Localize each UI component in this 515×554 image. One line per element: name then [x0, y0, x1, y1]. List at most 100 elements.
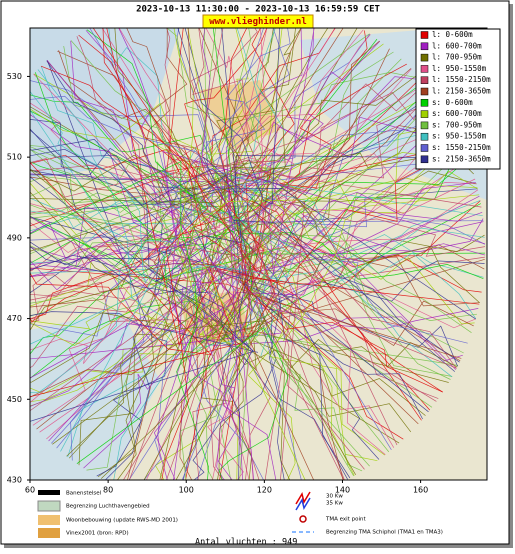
- flight-track: [76, 327, 289, 480]
- kw30-icon: [295, 491, 311, 505]
- flight-track: [199, 99, 438, 343]
- x-tick-label: 80: [103, 486, 113, 495]
- map-legend-label: TMA exit point: [325, 517, 366, 523]
- map-legend-label: Begrenzing TMA Schiphol (TMA1 en TMA3): [326, 530, 443, 536]
- flight-track: [184, 28, 277, 480]
- y-tick-label: 490: [7, 233, 22, 242]
- flight-track: [30, 154, 290, 252]
- flight-track: [70, 40, 186, 255]
- flight-track: [118, 28, 179, 300]
- legend: l: 0-600m l: 600-700m l: 700-950m l: 950-15…: [415, 28, 501, 170]
- flight-track: [209, 28, 249, 207]
- built-up: [200, 80, 280, 150]
- flight-track: [30, 90, 146, 282]
- flight-track: [30, 246, 187, 291]
- flight-track: [146, 28, 295, 480]
- map-legend-label: Vinex2001 (bron: RPD): [66, 531, 129, 537]
- flight-track: [227, 116, 453, 480]
- flight-track: [219, 174, 483, 319]
- legend-swatch: [420, 42, 429, 51]
- legend-swatch: [420, 155, 429, 164]
- flight-track: [30, 28, 216, 308]
- flight-track: [30, 191, 180, 445]
- flight-track: [181, 142, 481, 361]
- flight-track: [294, 195, 480, 304]
- site: www.vlieghinder.nl: [209, 16, 307, 27]
- x-tick-label: 140: [335, 486, 350, 495]
- flight-track: [243, 186, 453, 378]
- flight-track: [89, 28, 207, 223]
- flight-track: [30, 300, 187, 469]
- vinex-icon: [38, 528, 60, 538]
- flight-track: [228, 281, 254, 480]
- flight-track: [196, 200, 481, 349]
- flight-track: [247, 92, 433, 480]
- flight-track: [30, 263, 315, 480]
- map-area: [30, 28, 487, 480]
- flight-count: Antal vluchten : 949: [195, 538, 297, 548]
- map-legend-label: Begrenzing Luchthavengebied: [66, 504, 150, 510]
- flight-track: [48, 191, 483, 442]
- flight-track: [217, 234, 453, 377]
- flight-track: [30, 94, 223, 190]
- flight-track: [30, 95, 257, 183]
- flight-track: [207, 330, 277, 480]
- x-tick-label: 120: [257, 486, 272, 495]
- flight-track: [30, 201, 306, 480]
- flight-track: [243, 277, 480, 393]
- runway-icon: [38, 490, 60, 495]
- flight-track: [30, 113, 243, 332]
- flight-track: [30, 227, 485, 345]
- legend-label: l: 950-1550m: [432, 64, 487, 73]
- kw35-icon: [295, 497, 311, 511]
- flight-track: [30, 73, 191, 236]
- flight-track: [86, 291, 175, 471]
- x-tick-label: 60: [25, 486, 35, 495]
- legend-swatch: [420, 87, 429, 96]
- legend-swatch: [420, 121, 429, 130]
- flight-track: [30, 216, 236, 480]
- map-legend-label: Banenstelsel: [66, 491, 102, 497]
- legend-swatch: [420, 65, 429, 73]
- map-legend-label: 35 Kw: [326, 501, 343, 507]
- flight-track: [30, 316, 164, 440]
- flight-track: [116, 183, 215, 480]
- flight-track: [106, 28, 464, 346]
- flight-track: [185, 28, 248, 480]
- flight-track: [30, 241, 208, 293]
- legend-swatch: [420, 110, 429, 118]
- y-tick-label: 510: [7, 153, 22, 162]
- legend-swatch: [420, 76, 429, 84]
- flight-track: [234, 28, 287, 300]
- legend-label: l: 1550-2150m: [432, 75, 491, 84]
- flight-track: [30, 187, 214, 480]
- flight-track: [56, 259, 251, 449]
- flight-track: [273, 188, 486, 446]
- flight-track: [184, 28, 268, 172]
- legend-swatch: [420, 132, 429, 141]
- plot-border: [29, 27, 488, 481]
- flight-track: [70, 197, 187, 461]
- legend-box: [415, 28, 501, 170]
- legend-label: l: 0-600m: [432, 30, 473, 39]
- flight-track: [208, 33, 451, 380]
- flight-track: [104, 194, 194, 480]
- legend-label: l: 2150-3650m: [432, 87, 491, 96]
- flight-track: [30, 118, 188, 296]
- map-legend: Banenstelsel Begrenzing Luchthavengebied…: [37, 490, 443, 538]
- flight-track: [210, 92, 437, 402]
- flight-track: [283, 58, 402, 224]
- y-tick-label: 450: [7, 395, 22, 404]
- x-tick-label: 160: [413, 486, 428, 495]
- flight-track: [217, 326, 244, 480]
- flight-track: [30, 229, 245, 268]
- flight-track: [30, 216, 423, 420]
- flight-track: [177, 28, 280, 205]
- flight-track: [86, 29, 253, 297]
- flight-track: [30, 28, 223, 326]
- flight-track: [229, 28, 302, 177]
- flight-track: [30, 222, 186, 268]
- flight-track: [63, 46, 355, 477]
- flight-track: [30, 243, 197, 480]
